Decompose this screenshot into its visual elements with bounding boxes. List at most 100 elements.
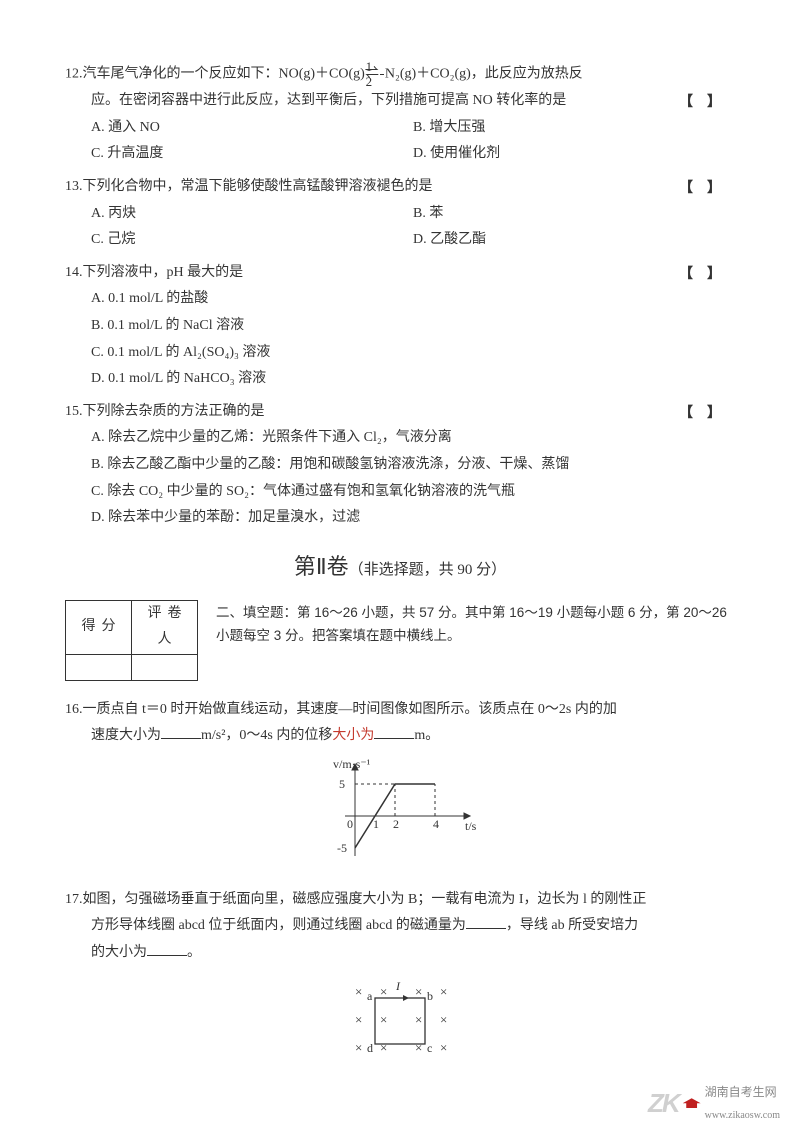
q16-red: 大小为 <box>332 728 374 743</box>
svg-text:c: c <box>427 1041 432 1055</box>
q17-line1: 17.如图，匀强磁场垂直于纸面向里，磁感应强度大小为 B；一载有电流为 I，边长… <box>65 887 735 914</box>
q15-optA: A. 除去乙烷中少量的乙烯：光照条件下通入 Cl₂，气液分离 <box>65 425 735 452</box>
svg-text:×: × <box>440 1012 447 1027</box>
svg-text:b: b <box>427 989 433 1003</box>
q15-text: 下列除去杂质的方法正确的是 <box>83 404 265 419</box>
q15-optD: D. 除去苯中少量的苯酚：加足量溴水，过滤 <box>65 505 735 532</box>
svg-text:4: 4 <box>433 817 439 831</box>
q17-num: 17. <box>65 892 83 907</box>
score-row: 得分 评卷人 二、填空题：第 16～26 小题，共 57 分。其中第 16～19… <box>65 600 735 681</box>
q13-optB: B. 苯 <box>413 201 735 228</box>
q17-line2: 方形导体线圈 abcd 位于纸面内，则通过线圈 abcd 的磁通量为 ，导线 ab… <box>65 913 735 940</box>
blank-input[interactable] <box>147 942 187 956</box>
q15-optB: B. 除去乙酸乙酯中少量的乙酸：用饱和碳酸氢钠溶液洗涤，分液、干燥、蒸馏 <box>65 452 735 479</box>
score-blank-2[interactable] <box>132 654 198 680</box>
svg-text:v/m·s⁻¹: v/m·s⁻¹ <box>333 757 371 771</box>
q12-stem-line1: 12.汽车尾气净化的一个反应如下：NO(g)＋CO(g)⇌12N₂(g)＋CO₂… <box>65 60 735 88</box>
q12-optD: D. 使用催化剂 <box>413 141 735 168</box>
q14-optA: A. 0.1 mol/L 的盐酸 <box>65 286 735 313</box>
q16-line1: 16.一质点自 t＝0 时开始做直线运动，其速度—时间图像如图所示。该质点在 0… <box>65 697 735 724</box>
score-blank-1[interactable] <box>66 654 132 680</box>
q12-options-row1: A. 通入 NO B. 增大压强 <box>65 115 735 142</box>
svg-text:×: × <box>380 1012 387 1027</box>
svg-text:a: a <box>367 989 373 1003</box>
score-cell-1: 得分 <box>66 600 132 654</box>
q12-stem-line2: 【】 应。在密闭容器中进行此反应，达到平衡后，下列措施可提高 NO 转化率的是 <box>65 88 735 115</box>
svg-text:×: × <box>440 1040 447 1055</box>
blank-input[interactable] <box>161 725 201 739</box>
q17-text-a: 如图，匀强磁场垂直于纸面向里，磁感应强度大小为 B；一载有电流为 I，边长为 l… <box>83 892 647 907</box>
svg-text:0: 0 <box>347 817 353 831</box>
q13-text: 下列化合物中，常温下能够使酸性高锰酸钾溶液褪色的是 <box>83 179 433 194</box>
q13-num: 13. <box>65 179 83 194</box>
q12-options-row2: C. 升高温度 D. 使用催化剂 <box>65 141 735 168</box>
watermark-logo: ZK <box>648 1079 679 1128</box>
svg-text:×: × <box>380 1040 387 1055</box>
q14-optB: B. 0.1 mol/L 的 NaCl 溶液 <box>65 313 735 340</box>
svg-text:×: × <box>440 984 447 999</box>
question-12: 12.汽车尾气净化的一个反应如下：NO(g)＋CO(g)⇌12N₂(g)＋CO₂… <box>65 60 735 168</box>
blank-input[interactable] <box>466 915 506 929</box>
q15-num: 15. <box>65 404 83 419</box>
answer-bracket[interactable]: 【】 <box>705 399 735 426</box>
q12-optB: B. 增大压强 <box>413 115 735 142</box>
svg-text:×: × <box>355 1012 362 1027</box>
velocity-time-graph: 5 -5 0 1 2 4 t/s v/m·s⁻¹ <box>315 756 485 866</box>
svg-text:×: × <box>355 984 362 999</box>
q15-stem: 【】 15.下列除去杂质的方法正确的是 <box>65 399 735 426</box>
q17-b2: ，导线 ab 所受安培力 <box>506 918 638 933</box>
answer-bracket[interactable]: 【】 <box>705 260 735 287</box>
svg-text:×: × <box>415 1012 422 1027</box>
q17-b1: 方形导体线圈 abcd 位于纸面内，则通过线圈 abcd 的磁通量为 <box>91 918 466 933</box>
q16-b3: m。 <box>414 728 439 743</box>
q16-text-a: 一质点自 t＝0 时开始做直线运动，其速度—时间图像如图所示。该质点在 0～2s… <box>83 702 617 717</box>
q13-stem: 【】 13.下列化合物中，常温下能够使酸性高锰酸钾溶液褪色的是 <box>65 174 735 201</box>
q17-c1: 的大小为 <box>91 945 147 960</box>
blank-input[interactable] <box>374 725 414 739</box>
q14-num: 14. <box>65 265 83 280</box>
graduation-cap-icon <box>683 1098 701 1108</box>
q13-options-row2: C. 己烷 D. 乙酸乙酯 <box>65 227 735 254</box>
q14-optD: D. 0.1 mol/L 的 NaHCO₃ 溶液 <box>65 366 735 393</box>
svg-text:×: × <box>415 1040 422 1055</box>
section-small: （非选择题，共 90 分） <box>349 562 507 578</box>
answer-bracket[interactable]: 【】 <box>705 174 735 201</box>
svg-text:5: 5 <box>339 777 345 791</box>
score-cell-2: 评卷人 <box>132 600 198 654</box>
svg-text:×: × <box>355 1040 362 1055</box>
q16-line2: 速度大小为 m/s²，0～4s 内的位移大小为 m。 <box>65 723 735 750</box>
q16-b2: m/s²，0～4s 内的位移 <box>201 728 332 743</box>
fraction: 12 <box>380 60 384 88</box>
svg-text:d: d <box>367 1041 373 1055</box>
svg-text:2: 2 <box>393 817 399 831</box>
section-2-title: 第Ⅱ卷（非选择题，共 90 分） <box>65 546 735 588</box>
q16-num: 16. <box>65 702 83 717</box>
q17-c2: 。 <box>187 945 201 960</box>
q13-optC: C. 己烷 <box>91 227 413 254</box>
q14-optC: C. 0.1 mol/L 的 Al₂(SO₄)₃ 溶液 <box>65 340 735 367</box>
q14-stem: 【】 14.下列溶液中，pH 最大的是 <box>65 260 735 287</box>
svg-text:×: × <box>415 984 422 999</box>
svg-text:×: × <box>380 984 387 999</box>
question-15: 【】 15.下列除去杂质的方法正确的是 A. 除去乙烷中少量的乙烯：光照条件下通… <box>65 399 735 532</box>
section-big: 第Ⅱ卷 <box>294 554 349 579</box>
figure-16: 5 -5 0 1 2 4 t/s v/m·s⁻¹ <box>65 756 735 877</box>
q13-options-row1: A. 丙炔 B. 苯 <box>65 201 735 228</box>
question-14: 【】 14.下列溶液中，pH 最大的是 A. 0.1 mol/L 的盐酸 B. … <box>65 260 735 393</box>
q14-text: 下列溶液中，pH 最大的是 <box>83 265 244 280</box>
score-table: 得分 评卷人 <box>65 600 198 681</box>
answer-bracket[interactable]: 【】 <box>679 88 735 115</box>
q13-optA: A. 丙炔 <box>91 201 413 228</box>
q12-optA: A. 通入 NO <box>91 115 413 142</box>
figure-17: × × × × × × × × × × × × a b c d I <box>65 972 735 1083</box>
q16-b1: 速度大小为 <box>91 728 161 743</box>
watermark-text: 湖南自考生网 www.zikaosw.com <box>705 1081 780 1127</box>
svg-text:I: I <box>395 979 401 993</box>
q12-text-a: 汽车尾气净化的一个反应如下：NO(g)＋CO(g)⇌ <box>83 66 379 81</box>
svg-text:t/s: t/s <box>465 819 477 833</box>
question-17: 17.如图，匀强磁场垂直于纸面向里，磁感应强度大小为 B；一载有电流为 I，边长… <box>65 887 735 967</box>
q12-num: 12. <box>65 66 83 81</box>
question-13: 【】 13.下列化合物中，常温下能够使酸性高锰酸钾溶液褪色的是 A. 丙炔 B.… <box>65 174 735 254</box>
magnetic-field-diagram: × × × × × × × × × × × × a b c d I <box>335 972 465 1072</box>
q12-text-c: 应。在密闭容器中进行此反应，达到平衡后，下列措施可提高 NO 转化率的是 <box>91 93 566 108</box>
